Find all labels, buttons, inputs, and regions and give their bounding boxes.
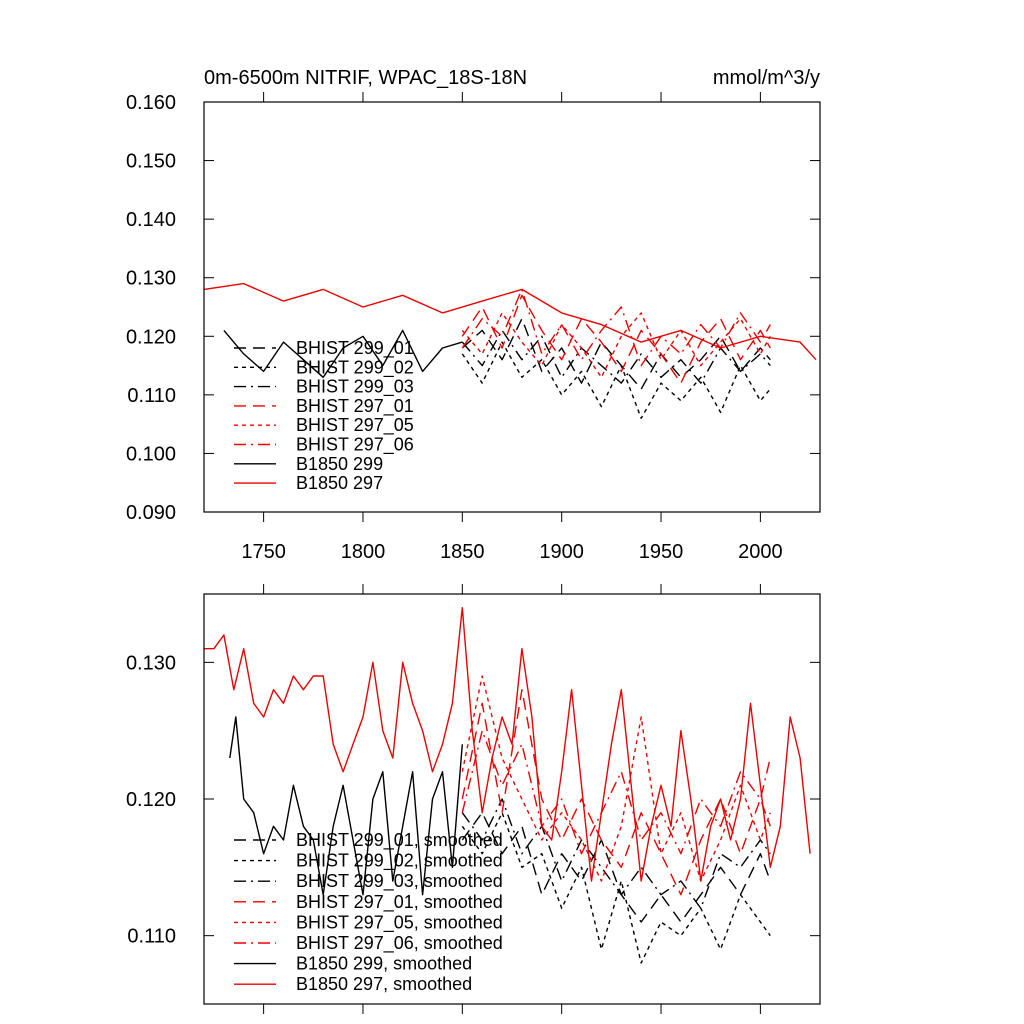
series-line-7 [203, 282, 817, 361]
legend-label: B1850 297, smoothed [296, 974, 472, 994]
legend-label: B1850 299 [296, 454, 383, 474]
series-line-4 [461, 312, 771, 378]
y-tick-label: 0.100 [126, 443, 176, 465]
top-y-axis: 0.090 0.100 0.110 0.120 0.130 0.140 0.150 0.160 [126, 92, 820, 524]
y-tick-label: 0.110 [127, 926, 176, 948]
legend-label: BHIST 297_06 [296, 435, 414, 456]
series-line-6 [229, 716, 463, 896]
series-line-7 [204, 607, 811, 882]
legend-label: BHIST 299_01, smoothed [296, 830, 503, 851]
x-tick-label: 1800 [341, 541, 386, 563]
bottom-plot-frame [203, 593, 821, 1005]
series-line-2 [461, 798, 771, 909]
legend-label: BHIST 297_05 [296, 415, 414, 436]
top-series-group [203, 282, 817, 419]
y-tick-label: 0.110 [127, 385, 176, 407]
y-tick-label: 0.160 [126, 92, 176, 114]
series-line-5 [461, 288, 771, 367]
x-tick-label: 1850 [440, 541, 485, 563]
legend-label: B1850 299, smoothed [296, 954, 472, 974]
top-x-axis: 1750 1800 1850 1900 1950 2000 [241, 92, 783, 563]
x-tick-label: 1750 [241, 541, 286, 563]
legend-label: BHIST 297_01 [296, 396, 414, 417]
bottom-x-axis [263, 584, 761, 1014]
bottom-y-axis: 0.110 0.120 0.130 [126, 652, 820, 948]
legend-label: BHIST 297_01, smoothed [296, 892, 503, 913]
series-line-5 [461, 730, 771, 855]
top-line-chart: 0m-6500m NITRIF, WPAC_18S-18N mmol/m^3/y… [126, 67, 821, 563]
y-tick-label: 0.150 [126, 151, 176, 173]
y-tick-label: 0.130 [126, 652, 176, 674]
series-line-1 [461, 812, 771, 964]
series-line-2 [461, 329, 771, 384]
legend-label: BHIST 299_01 [296, 338, 414, 359]
chart-units: mmol/m^3/y [713, 67, 820, 89]
y-tick-label: 0.090 [126, 502, 176, 524]
y-tick-label: 0.120 [126, 326, 176, 348]
legend-label: BHIST 297_05, smoothed [296, 912, 503, 933]
y-tick-label: 0.140 [126, 209, 176, 231]
x-tick-label: 2000 [738, 541, 783, 563]
chart-title: 0m-6500m NITRIF, WPAC_18S-18N [204, 67, 527, 89]
series-line-6 [223, 329, 463, 378]
top-plot-frame [203, 101, 821, 513]
bottom-series-group [204, 607, 811, 964]
legend-label: BHIST 299_02 [296, 357, 414, 378]
y-tick-label: 0.120 [126, 789, 176, 811]
series-line-4 [461, 675, 771, 882]
x-tick-label: 1950 [639, 541, 684, 563]
x-tick-label: 1900 [539, 541, 584, 563]
series-line-1 [461, 341, 771, 419]
legend-label: BHIST 299_03, smoothed [296, 871, 503, 892]
legend-label: BHIST 299_02, smoothed [296, 851, 503, 872]
legend-label: B1850 297 [296, 473, 383, 493]
legend-label: BHIST 297_06, smoothed [296, 933, 503, 954]
series-line-3 [461, 689, 771, 896]
y-tick-label: 0.130 [126, 268, 176, 290]
series-line-3 [461, 294, 771, 384]
legend-label: BHIST 299_03 [296, 377, 414, 398]
